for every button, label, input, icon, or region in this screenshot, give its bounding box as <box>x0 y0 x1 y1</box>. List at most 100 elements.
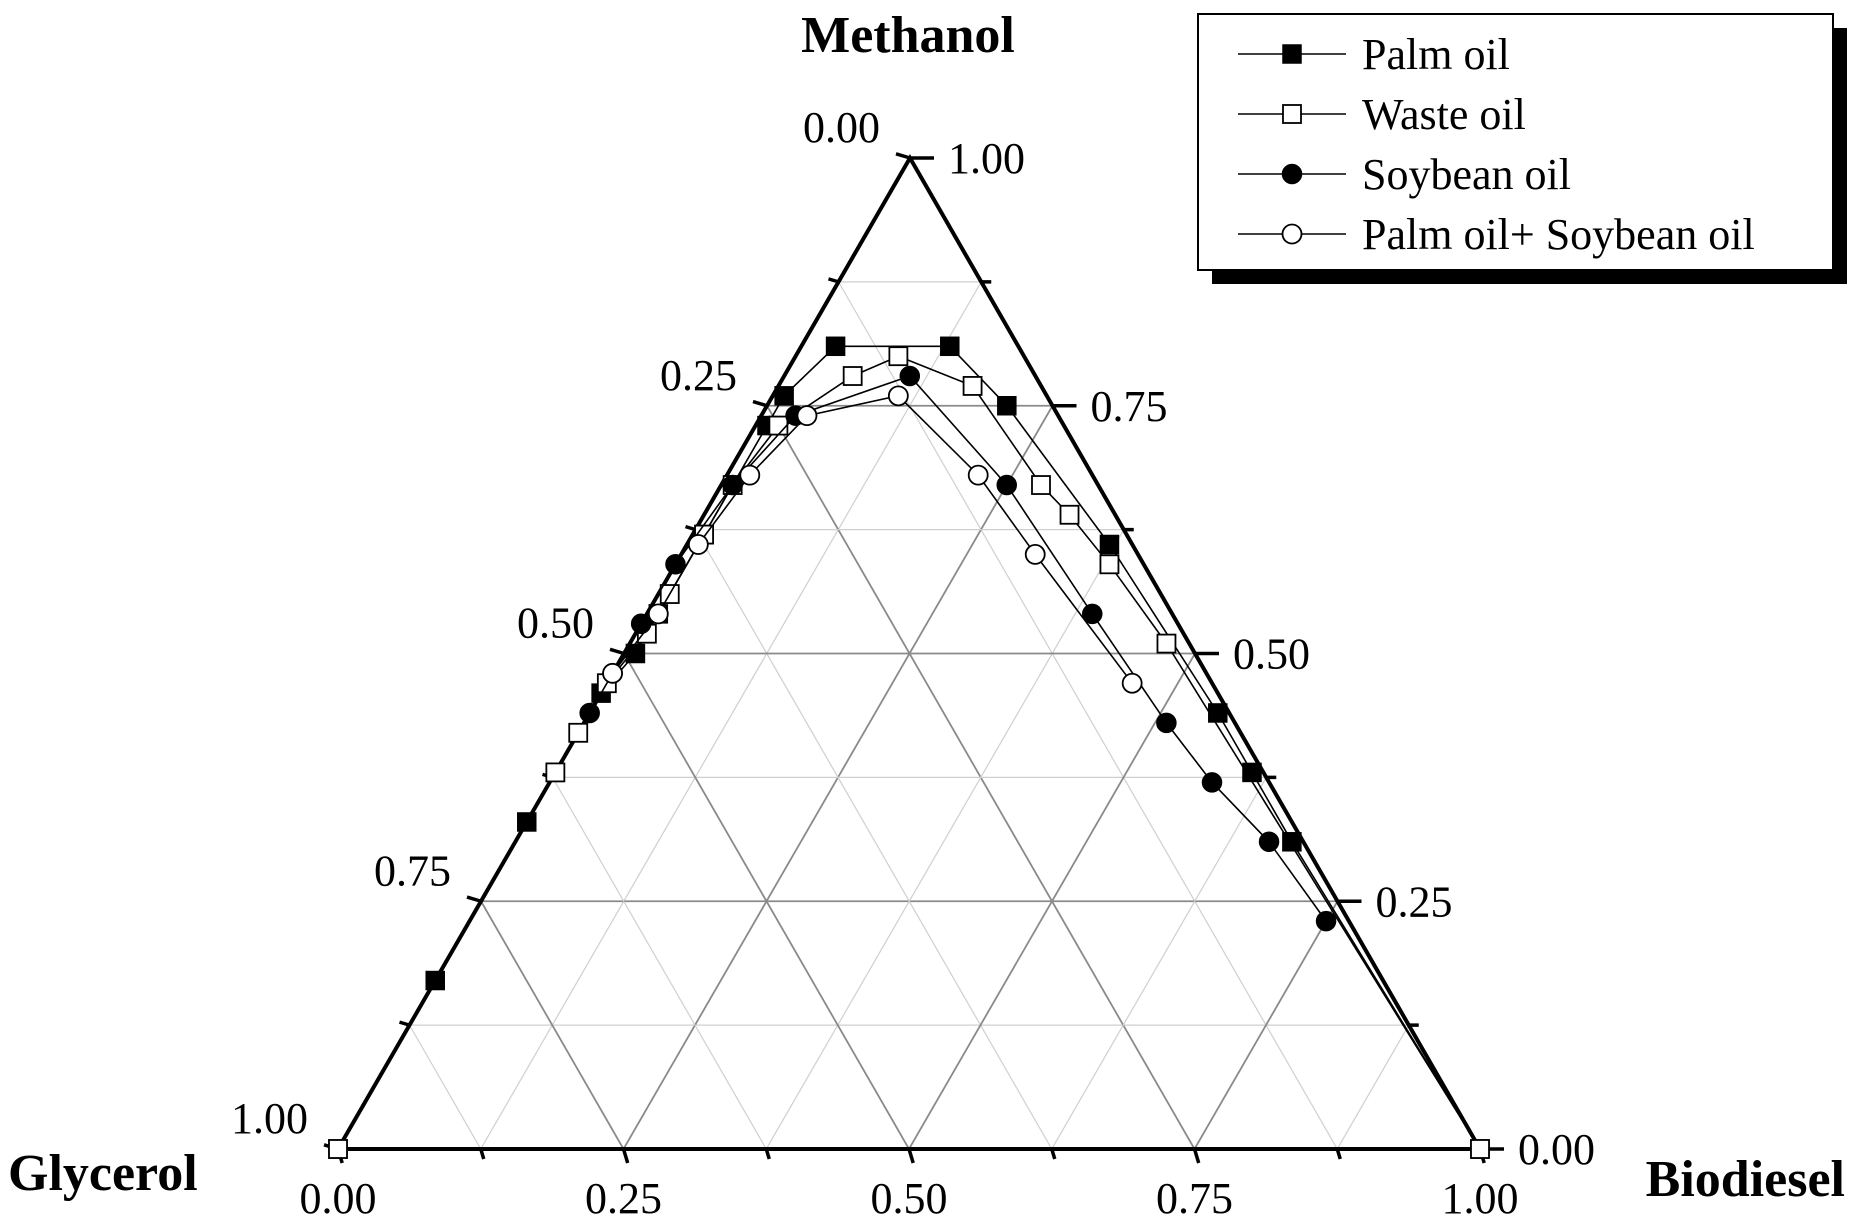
marker-palm-soybean-oil <box>887 385 909 407</box>
series-group <box>328 346 1490 1159</box>
grid-layer <box>408 281 1410 1150</box>
series-layer <box>328 336 1490 1159</box>
tick-left <box>895 152 911 160</box>
marker-soybean-oil <box>722 474 743 496</box>
series-group <box>602 385 1143 694</box>
series-line <box>337 345 1481 1150</box>
tick-bottom <box>907 1148 915 1164</box>
marker-palm-oil <box>997 396 1017 416</box>
corner-label-glycerol: Glycerol <box>8 1145 198 1202</box>
axis-ticks <box>323 152 1504 1164</box>
bottom-tick-label: 0.00 <box>300 1174 377 1223</box>
marker-waste-oil <box>962 376 983 396</box>
bottom-tick-label: 1.00 <box>1442 1174 1519 1223</box>
series-group <box>579 365 1337 932</box>
marker-soybean-oil <box>1082 603 1103 625</box>
marker-waste-oil <box>888 346 909 367</box>
marker-soybean-oil <box>1201 772 1223 793</box>
right-tick-label: 0.50 <box>1233 630 1310 679</box>
marker-waste-oil <box>1156 633 1177 654</box>
grid-line-glycerol <box>623 653 910 1150</box>
marker-soybean-oil <box>1258 831 1280 853</box>
marker-palm-soybean-oil <box>1121 672 1143 694</box>
marker-palm-soybean-oil <box>687 534 709 555</box>
marker-waste-oil <box>545 762 566 783</box>
series-line <box>589 375 1327 922</box>
series-group <box>328 336 1490 1159</box>
grid-line-biodiesel <box>908 653 1196 1150</box>
legend-label: Soybean oil <box>1362 150 1571 199</box>
marker-waste-oil <box>328 1139 348 1159</box>
left-tick-label: 0.50 <box>517 599 594 648</box>
corner-label-biodiesel: Biodiesel <box>1646 1151 1845 1208</box>
marker-soybean-oil <box>630 613 652 635</box>
marker-waste-oil <box>1031 475 1051 495</box>
grid-line-biodiesel <box>1051 777 1267 1150</box>
left-tick-label: 1.00 <box>231 1094 308 1143</box>
legend-label: Waste oil <box>1362 90 1526 139</box>
marker-soybean-oil <box>1315 910 1337 932</box>
marker-palm-oil <box>825 336 846 357</box>
marker-palm-soybean-oil <box>1281 223 1303 245</box>
grid-line-biodiesel <box>1193 900 1339 1150</box>
grid-line-glycerol <box>480 900 625 1150</box>
grid-line-biodiesel <box>480 281 982 1150</box>
marker-soybean-oil <box>899 365 921 387</box>
grid-line-glycerol <box>551 777 767 1150</box>
marker-palm-soybean-oil <box>739 464 761 486</box>
tick-left <box>609 647 625 656</box>
grid-line-glycerol <box>694 529 1053 1150</box>
marker-waste-oil <box>1282 104 1302 124</box>
tick-left <box>752 399 768 408</box>
marker-waste-oil <box>842 366 863 386</box>
bottom-tick-label: 0.75 <box>1156 1174 1233 1223</box>
marker-palm-oil <box>1099 534 1120 555</box>
marker-palm-oil <box>1282 44 1302 64</box>
marker-soybean-oil <box>579 702 600 724</box>
right-tick-label: 0.00 <box>1518 1125 1595 1174</box>
legend: Palm oil Waste oil Soybean oil Palm oil+ So… <box>1197 13 1847 284</box>
marker-palm-oil <box>940 336 960 357</box>
marker-soybean-oil <box>1156 712 1177 734</box>
right-tick-label: 0.75 <box>1091 382 1168 431</box>
marker-soybean-oil <box>996 474 1017 496</box>
tick-left <box>398 1020 411 1027</box>
marker-palm-soybean-oil <box>602 662 623 684</box>
tick-left <box>466 895 482 903</box>
grid-line-glycerol <box>408 1024 482 1150</box>
legend-label: Palm oil <box>1362 30 1510 79</box>
marker-palm-soybean-oil <box>967 464 989 486</box>
marker-waste-oil <box>768 415 789 436</box>
right-tick-label: 0.25 <box>1376 877 1453 926</box>
marker-soybean-oil <box>665 554 686 575</box>
label-layer: 0.00 0.25 0.50 0.75 1.000.000.250.500.751.00… <box>8 7 1845 1223</box>
left-tick-label: 0.25 <box>660 351 737 400</box>
left-tick-label: 0.00 <box>803 103 880 152</box>
marker-palm-soybean-oil <box>1024 544 1046 565</box>
right-tick-label: 1.00 <box>948 134 1025 183</box>
tick-bottom <box>621 1148 630 1164</box>
legend-label: Palm oil+ Soybean oil <box>1362 210 1755 259</box>
marker-waste-oil <box>1470 1139 1490 1159</box>
tick-bottom <box>1192 1148 1201 1164</box>
series-line <box>337 355 1481 1150</box>
bottom-tick-label: 0.25 <box>585 1174 662 1223</box>
grid-line-biodiesel <box>765 529 1125 1150</box>
marker-palm-oil <box>1208 703 1228 723</box>
grid-line-biodiesel <box>1336 1024 1410 1150</box>
corner-label-methanol: Methanol <box>801 7 1015 64</box>
marker-palm-oil <box>774 386 794 406</box>
legend-box <box>1197 13 1834 271</box>
grid-line-glycerol <box>837 281 1338 1150</box>
tick-left <box>684 524 697 532</box>
tick-bottom <box>479 1148 486 1160</box>
tick-bottom <box>1335 1148 1342 1160</box>
bottom-tick-label: 0.50 <box>871 1174 948 1223</box>
marker-soybean-oil <box>1281 163 1303 185</box>
marker-waste-oil <box>1059 504 1080 525</box>
tick-bottom <box>764 1148 771 1160</box>
marker-waste-oil <box>568 722 589 743</box>
left-tick-label: 0.75 <box>374 846 451 895</box>
